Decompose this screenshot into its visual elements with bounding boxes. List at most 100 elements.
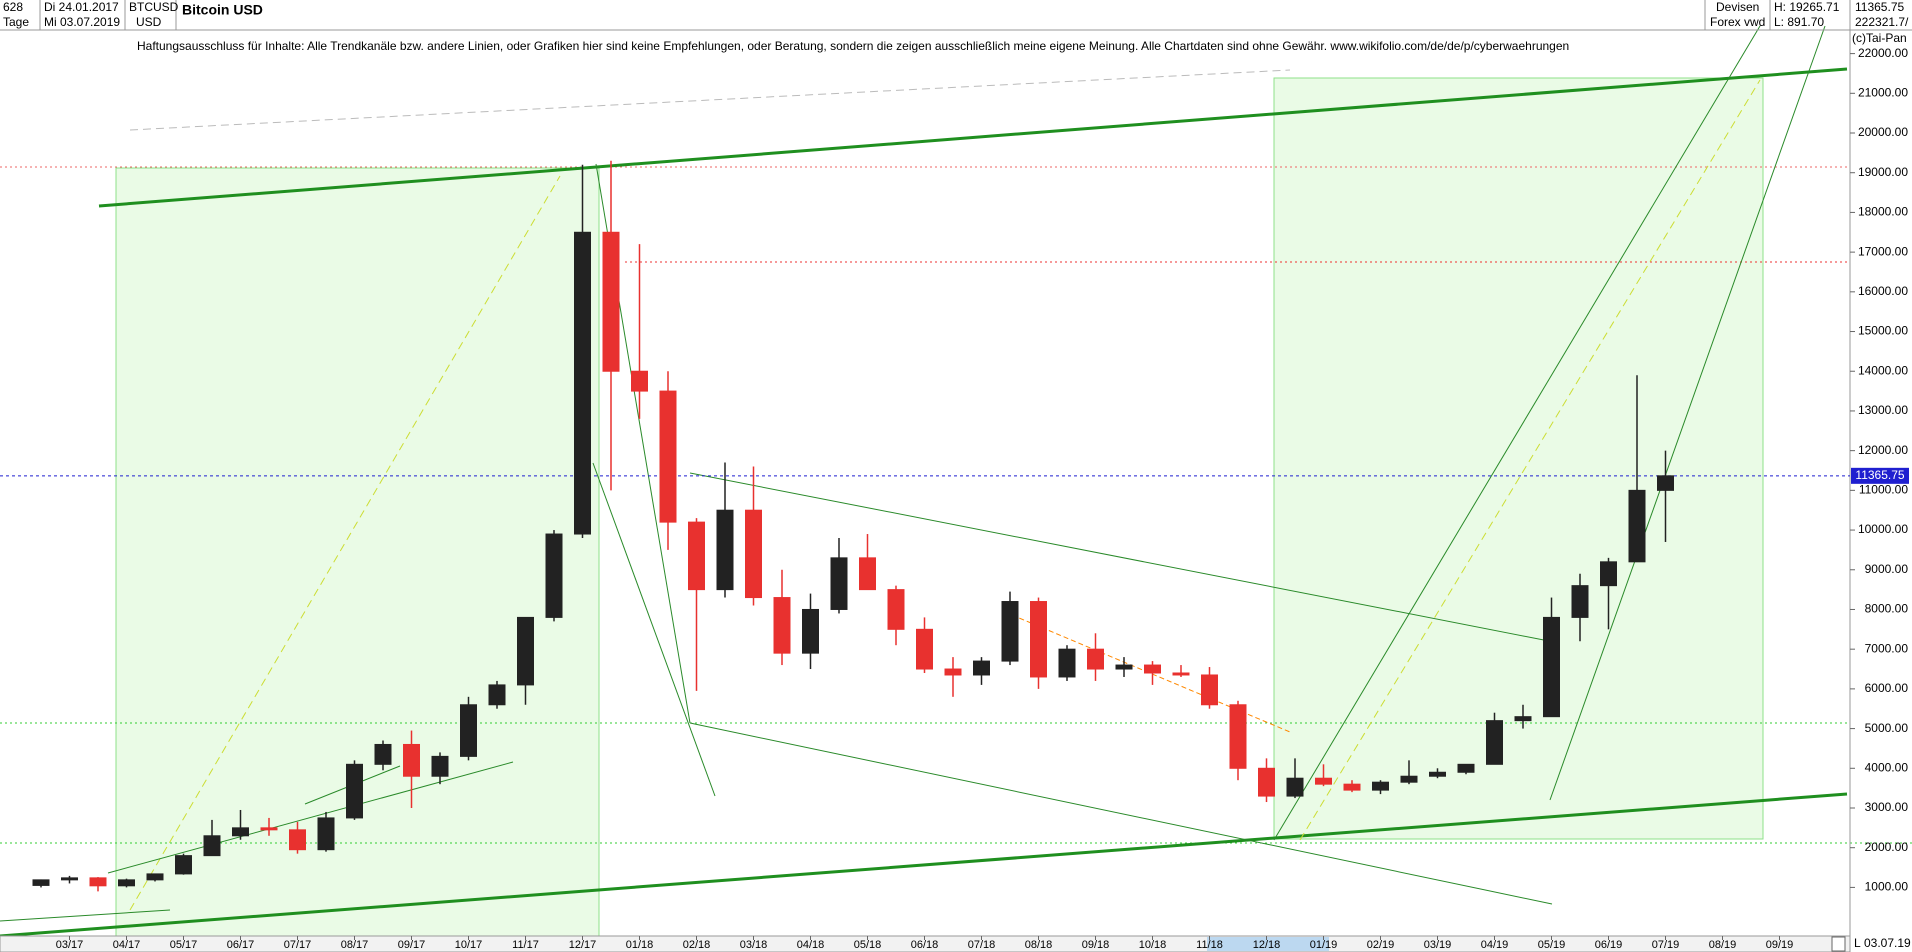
trend-line — [689, 722, 1553, 905]
trend-line — [1273, 25, 1761, 841]
x-tick-label: 05/18 — [854, 939, 882, 951]
candle-body — [317, 817, 335, 851]
x-tick-label: 11/18 — [1196, 939, 1223, 951]
period[interactable]: Tage — [3, 15, 29, 29]
current-price-box — [1851, 467, 1909, 484]
candle-body — [1486, 720, 1503, 765]
trend-line — [1299, 79, 1761, 841]
chart-title: Bitcoin USD — [182, 2, 263, 18]
x-tick-label: 08/17 — [341, 939, 369, 951]
y-tick-label: 6000.00 — [1865, 681, 1909, 695]
trend-line — [129, 69, 1291, 131]
last: 11365.75 — [1855, 0, 1904, 14]
candle-body — [916, 628, 933, 670]
candle-body — [1628, 489, 1646, 563]
candle-body — [887, 589, 905, 630]
y-tick-label: 11000.00 — [1859, 483, 1908, 497]
candle-body — [118, 879, 135, 887]
scale-mode[interactable]: L — [1854, 936, 1861, 950]
y-tick-label: 12000.00 — [1858, 443, 1908, 457]
candle-body — [745, 509, 762, 599]
candle-body — [346, 763, 363, 819]
y-tick-label: 16000.00 — [1858, 284, 1908, 298]
candle-body — [1429, 771, 1446, 777]
chart-id[interactable]: 628 — [3, 0, 23, 14]
y-tick-label: 20000.00 — [1858, 125, 1908, 139]
candle-body — [1543, 616, 1560, 718]
candle-body — [1286, 777, 1304, 797]
candle-body — [944, 668, 962, 676]
candle-body — [517, 616, 534, 686]
x-tick-label: 04/18 — [797, 939, 825, 951]
x-tick-label: 12/18 — [1253, 939, 1281, 951]
candle-body — [830, 557, 848, 610]
x-tick-label: 01/18 — [626, 939, 654, 951]
candle-body — [1030, 601, 1047, 678]
source: Forex vwd — [1710, 15, 1765, 29]
candles — [32, 160, 1674, 892]
y-tick-label: 9000.00 — [1865, 562, 1909, 576]
candle-body — [1571, 585, 1589, 618]
candle-body — [403, 743, 420, 777]
y-tick-label: 19000.00 — [1858, 165, 1908, 179]
trend-line — [107, 761, 514, 874]
candle-body — [1457, 763, 1475, 773]
y-tick-label: 21000.00 — [1858, 85, 1908, 99]
currency: USD — [136, 15, 162, 29]
candle-body — [545, 533, 563, 618]
candle-body — [1315, 777, 1332, 785]
volume: 222321.7/ — [1855, 15, 1909, 29]
y-tick-label: 2000.00 — [1865, 840, 1909, 854]
x-tick-label: 03/17 — [56, 939, 84, 951]
y-tick-label: 4000.00 — [1865, 760, 1909, 774]
x-tick-label: 04/19 — [1481, 939, 1509, 951]
y-tick-label: 8000.00 — [1865, 602, 1909, 616]
trend-line — [0, 909, 171, 922]
trend-lines — [0, 25, 1912, 938]
candle-body — [175, 855, 192, 875]
candle-body — [1657, 475, 1674, 491]
candle-body — [973, 660, 990, 676]
trend-line — [592, 462, 716, 797]
candle-body — [374, 743, 392, 765]
y-tick-label: 10000.00 — [1858, 522, 1908, 536]
x-tick-label: 06/18 — [911, 939, 939, 951]
date-from: Di 24.01.2017 — [44, 0, 119, 14]
candle-body — [1201, 674, 1218, 706]
candle-body — [1258, 767, 1275, 797]
candle-body — [289, 829, 306, 851]
x-tick-label: 03/18 — [740, 939, 768, 951]
y-tick-label: 5000.00 — [1865, 721, 1909, 735]
candle-body — [1600, 561, 1617, 587]
candle-body — [89, 877, 107, 887]
scroll-button[interactable] — [1831, 936, 1846, 952]
x-tick-label: 05/19 — [1538, 939, 1566, 951]
candle-body — [1229, 704, 1247, 769]
x-tick-label: 07/19 — [1652, 939, 1680, 951]
candle-body — [773, 597, 791, 654]
x-tick-label: 06/17 — [227, 939, 255, 951]
candle-body — [574, 231, 591, 535]
x-tick-label: 05/17 — [170, 939, 198, 951]
candle-body — [859, 557, 876, 591]
y-tick-label: 15000.00 — [1858, 324, 1908, 338]
candle-body — [602, 231, 620, 372]
high: H: 19265.71 — [1774, 0, 1840, 14]
candle-body — [203, 835, 221, 857]
candle-body — [1400, 775, 1418, 783]
x-tick-label: 11/17 — [512, 939, 539, 951]
candle-body — [1115, 664, 1133, 670]
candle-body — [659, 390, 677, 523]
market: Devisen — [1716, 0, 1759, 14]
y-tick-label: 17000.00 — [1858, 244, 1908, 258]
x-tick-label: 06/19 — [1595, 939, 1623, 951]
date-to: Mi 03.07.2019 — [44, 15, 120, 29]
trend-line — [1549, 25, 1826, 801]
x-tick-label: 02/19 — [1367, 939, 1395, 951]
y-tick-label: 7000.00 — [1865, 641, 1909, 655]
x-tick-label: 10/18 — [1139, 939, 1167, 951]
x-tick-label: 09/19 — [1766, 939, 1794, 951]
x-tick-label: 09/17 — [398, 939, 426, 951]
